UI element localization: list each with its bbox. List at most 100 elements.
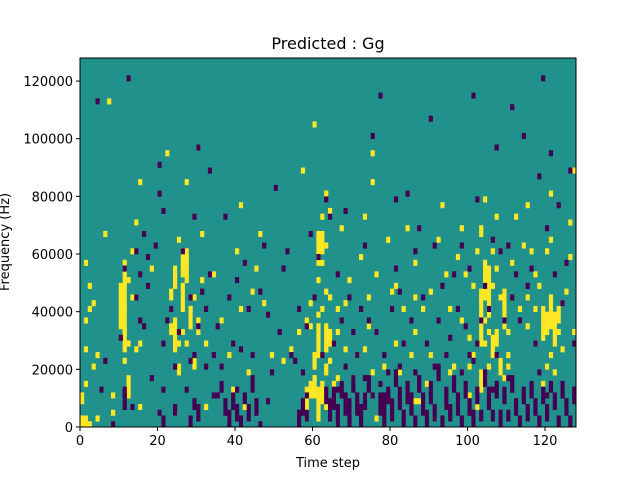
- low-cell: [324, 196, 329, 203]
- high-cell: [269, 352, 275, 359]
- low-cell: [494, 352, 499, 359]
- high-cell: [316, 277, 321, 284]
- high-cell: [463, 271, 468, 278]
- high-cell: [200, 230, 205, 238]
- low-cell: [572, 386, 577, 405]
- low-cell: [432, 363, 437, 370]
- low-cell: [351, 375, 356, 393]
- high-cell: [235, 248, 240, 255]
- low-cell: [304, 392, 309, 399]
- low-cell: [188, 294, 193, 301]
- low-cell: [362, 242, 368, 249]
- high-cell: [169, 323, 174, 336]
- high-cell: [130, 248, 135, 255]
- low-cell: [498, 248, 503, 255]
- x-tick-label: 80: [382, 434, 399, 449]
- high-cell: [494, 213, 499, 220]
- high-cell: [552, 369, 557, 376]
- low-cell: [409, 392, 414, 416]
- high-cell: [475, 403, 480, 411]
- low-cell: [378, 380, 383, 387]
- low-cell: [452, 271, 457, 278]
- x-tick-label: 60: [304, 434, 321, 449]
- high-cell: [448, 369, 453, 376]
- high-cell: [300, 167, 306, 174]
- low-cell: [510, 294, 515, 301]
- low-cell: [169, 305, 174, 312]
- low-cell: [529, 380, 534, 387]
- low-cell: [486, 305, 492, 312]
- low-cell: [219, 363, 224, 370]
- low-cell: [525, 403, 530, 422]
- high-cell: [316, 323, 321, 359]
- low-cell: [231, 340, 236, 347]
- high-cell: [436, 236, 441, 243]
- high-cell: [409, 352, 414, 359]
- high-cell: [173, 265, 178, 289]
- low-cell: [153, 242, 158, 249]
- low-cell: [370, 132, 375, 140]
- high-cell: [184, 340, 189, 347]
- high-cell: [502, 288, 507, 330]
- low-cell: [393, 265, 399, 272]
- high-cell: [486, 363, 492, 370]
- high-cell: [312, 121, 317, 128]
- low-cell: [471, 92, 476, 99]
- high-cell: [328, 207, 333, 214]
- low-cell: [448, 403, 453, 422]
- high-cell: [556, 305, 561, 324]
- low-cell: [568, 415, 573, 428]
- y-tick-label: 120000: [23, 75, 73, 90]
- high-cell: [180, 282, 185, 289]
- low-cell: [490, 236, 495, 243]
- low-cell: [95, 98, 100, 105]
- low-cell: [258, 421, 263, 428]
- low-cell: [293, 357, 298, 364]
- x-tick-label: 40: [227, 434, 244, 449]
- low-cell: [277, 328, 282, 336]
- high-cell: [316, 386, 321, 422]
- low-cell: [176, 328, 182, 336]
- high-cell: [107, 98, 112, 105]
- low-cell: [506, 242, 511, 249]
- low-cell: [173, 403, 178, 416]
- low-cell: [506, 409, 511, 422]
- low-cell: [134, 248, 139, 255]
- high-cell: [386, 236, 391, 243]
- high-cell: [138, 340, 143, 347]
- low-cell: [227, 409, 232, 428]
- low-cell: [145, 254, 151, 261]
- y-tick-label: 20000: [32, 363, 73, 378]
- low-cell: [529, 386, 534, 399]
- low-cell: [401, 340, 406, 347]
- low-cell: [215, 323, 220, 330]
- high-cell: [374, 271, 379, 278]
- high-cell: [130, 294, 135, 301]
- low-cell: [289, 352, 294, 359]
- high-cell: [196, 328, 201, 336]
- high-cell: [490, 282, 495, 289]
- low-cell: [475, 386, 480, 405]
- low-cell: [281, 265, 286, 272]
- high-cell: [479, 225, 484, 238]
- high-cell: [382, 363, 387, 370]
- high-cell: [254, 265, 259, 272]
- low-cell: [467, 398, 472, 416]
- x-tick-label: 100: [455, 434, 480, 449]
- high-cell: [176, 363, 182, 376]
- high-cell: [397, 369, 402, 376]
- low-cell: [347, 398, 352, 428]
- high-cell: [483, 317, 488, 324]
- low-cell: [355, 392, 360, 416]
- high-cell: [192, 357, 197, 370]
- low-cell: [238, 346, 244, 353]
- low-cell: [273, 184, 278, 191]
- heatmap-cells: [80, 75, 577, 428]
- low-cell: [246, 403, 251, 422]
- high-cell: [184, 179, 189, 186]
- low-cell: [424, 340, 430, 347]
- y-tick-label: 100000: [23, 133, 73, 148]
- low-cell: [316, 254, 321, 261]
- low-cell: [463, 380, 468, 399]
